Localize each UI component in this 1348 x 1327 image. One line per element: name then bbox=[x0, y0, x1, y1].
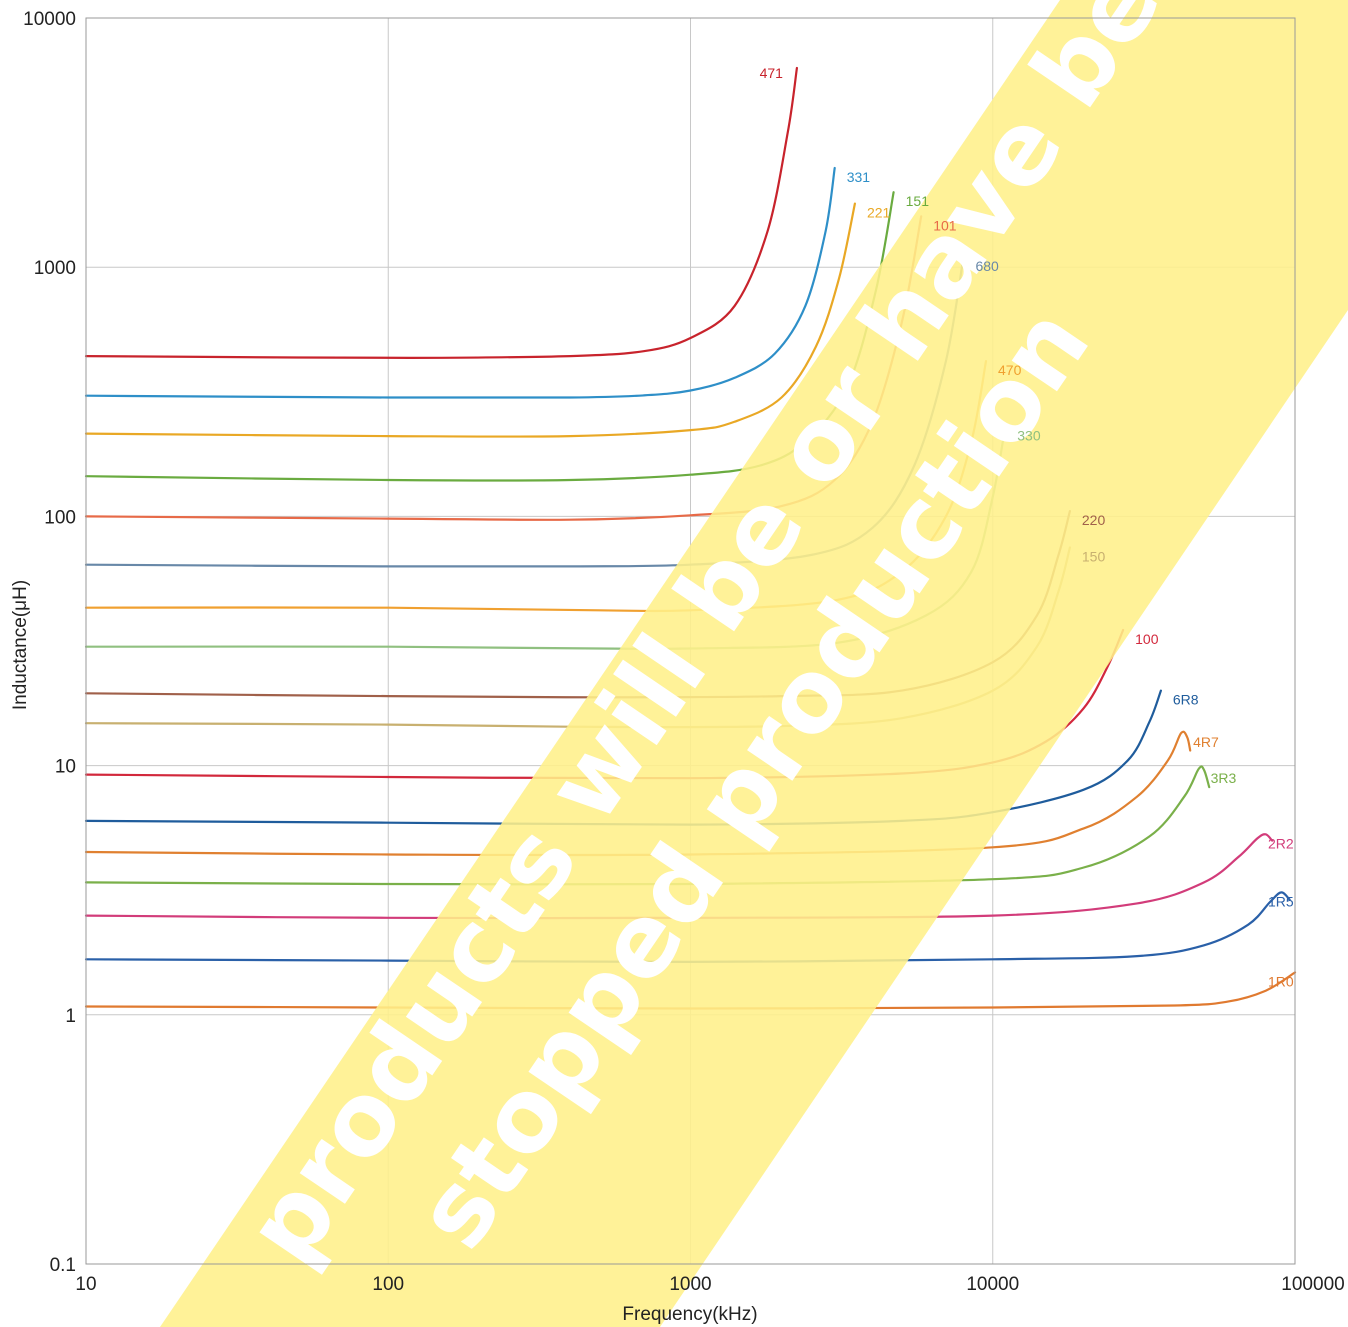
series-label-1R5: 1R5 bbox=[1268, 893, 1294, 909]
series-line-3R3 bbox=[84, 765, 1211, 886]
series-line-471 bbox=[84, 66, 798, 359]
series-line-221 bbox=[84, 202, 856, 438]
series-label-331: 331 bbox=[847, 169, 871, 185]
y-axis-title: Inductance(μH) bbox=[10, 580, 31, 710]
plot-frame bbox=[85, 17, 1296, 1265]
series-label-101: 101 bbox=[933, 217, 957, 233]
series-label-4R7: 4R7 bbox=[1193, 734, 1219, 750]
series-label-220: 220 bbox=[1082, 512, 1106, 528]
series-line-331 bbox=[84, 166, 836, 399]
x-tick-label: 100 bbox=[372, 1274, 404, 1295]
x-axis-title: Frequency(kHz) bbox=[622, 1304, 757, 1325]
series-label-151: 151 bbox=[906, 193, 930, 209]
x-tick-label: 100000 bbox=[1281, 1274, 1344, 1295]
y-tick-label: 100 bbox=[44, 507, 76, 528]
series-label-680: 680 bbox=[975, 258, 999, 274]
x-tick-label: 1000 bbox=[669, 1274, 711, 1295]
watermark-band bbox=[160, 0, 1348, 1327]
x-tick-label: 10000 bbox=[966, 1274, 1019, 1295]
series-line-2R2 bbox=[84, 833, 1274, 920]
x-tick-label: 10 bbox=[75, 1274, 96, 1295]
y-tick-label: 1000 bbox=[34, 258, 76, 279]
series-label-3R3: 3R3 bbox=[1211, 770, 1237, 786]
series-line-1R0 bbox=[84, 971, 1297, 1010]
series-line-4R7 bbox=[84, 730, 1192, 857]
series-label-330: 330 bbox=[1017, 427, 1041, 443]
tick-labels: 10 100 1000 10000 100000 0.1 1 10 100 1000 10000 bbox=[23, 9, 1345, 1295]
series-label-471: 471 bbox=[760, 65, 784, 81]
series-label-221: 221 bbox=[867, 205, 891, 221]
y-tick-label: 10 bbox=[55, 757, 76, 778]
series-label-6R8: 6R8 bbox=[1173, 692, 1199, 708]
series-label-2R2: 2R2 bbox=[1268, 835, 1294, 851]
series-label-1R0: 1R0 bbox=[1268, 973, 1294, 989]
y-tick-label: 0.1 bbox=[50, 1255, 76, 1276]
watermark: products will be or have been stopped pr… bbox=[160, 0, 1348, 1327]
series-label-100: 100 bbox=[1135, 631, 1159, 647]
y-tick-label: 10000 bbox=[23, 9, 76, 30]
series-line-1R5 bbox=[84, 891, 1291, 964]
series-label-150: 150 bbox=[1082, 549, 1106, 565]
series-label-470: 470 bbox=[998, 362, 1022, 378]
y-tick-label: 1 bbox=[65, 1006, 76, 1027]
